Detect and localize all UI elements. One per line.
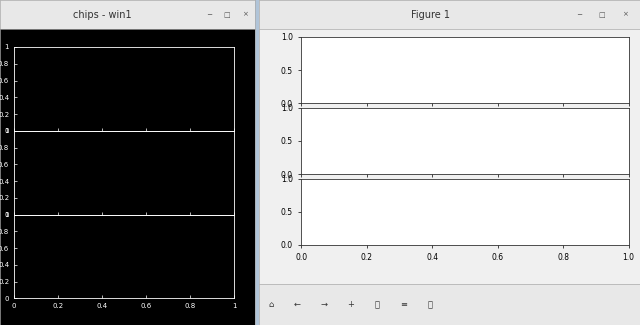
Text: →: → xyxy=(321,300,328,309)
Text: ×: × xyxy=(241,12,248,18)
Text: ×: × xyxy=(622,12,628,18)
Text: ─: ─ xyxy=(577,12,581,18)
Text: ─: ─ xyxy=(207,12,211,18)
Text: +: + xyxy=(347,300,354,309)
Text: ⌂: ⌂ xyxy=(268,300,273,309)
Text: 🔍: 🔍 xyxy=(375,300,380,309)
Text: ≡: ≡ xyxy=(401,300,408,309)
Text: chips - win1: chips - win1 xyxy=(72,10,131,20)
Text: 💾: 💾 xyxy=(428,300,433,309)
Text: ←: ← xyxy=(294,300,301,309)
Text: □: □ xyxy=(223,12,230,18)
Text: Figure 1: Figure 1 xyxy=(411,10,450,20)
Text: □: □ xyxy=(598,12,605,18)
